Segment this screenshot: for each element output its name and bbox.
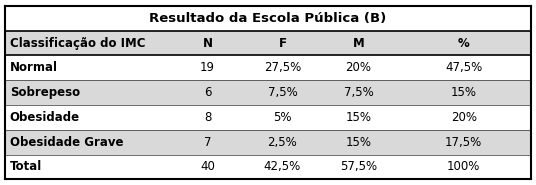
Bar (5, 105, 531, 130)
Text: 6: 6 (204, 86, 211, 99)
Text: 20%: 20% (346, 61, 371, 74)
Text: 42,5%: 42,5% (264, 160, 301, 174)
Text: 17,5%: 17,5% (445, 136, 482, 149)
Text: 15%: 15% (346, 136, 371, 149)
Text: 40: 40 (200, 160, 215, 174)
Text: %: % (458, 36, 470, 50)
Text: 27,5%: 27,5% (264, 61, 301, 74)
Text: Obesidade: Obesidade (10, 111, 80, 124)
Text: 7,5%: 7,5% (267, 86, 297, 99)
Text: 5%: 5% (273, 111, 292, 124)
Bar (5, 6, 531, 31)
Text: 100%: 100% (447, 160, 480, 174)
Bar (5, 80, 531, 105)
Text: 7,5%: 7,5% (344, 86, 374, 99)
Text: Resultado da Escola Pública (B): Resultado da Escola Pública (B) (150, 12, 386, 25)
Bar (5, 154, 531, 179)
Text: Obesidade Grave: Obesidade Grave (10, 136, 123, 149)
Text: 2,5%: 2,5% (267, 136, 297, 149)
Text: F: F (278, 36, 286, 50)
Text: 8: 8 (204, 111, 211, 124)
Text: Sobrepeso: Sobrepeso (10, 86, 80, 99)
Text: 57,5%: 57,5% (340, 160, 377, 174)
Text: Normal: Normal (10, 61, 58, 74)
Text: Classificação do IMC: Classificação do IMC (10, 36, 145, 50)
Text: Total: Total (10, 160, 42, 174)
Text: 7: 7 (204, 136, 211, 149)
Text: 15%: 15% (451, 86, 477, 99)
Bar (5, 31, 531, 55)
Text: 19: 19 (200, 61, 215, 74)
Text: 15%: 15% (346, 111, 371, 124)
Bar (5, 130, 531, 154)
Text: M: M (353, 36, 364, 50)
Text: 20%: 20% (451, 111, 477, 124)
Bar (5, 55, 531, 80)
Text: 47,5%: 47,5% (445, 61, 482, 74)
Text: N: N (203, 36, 213, 50)
